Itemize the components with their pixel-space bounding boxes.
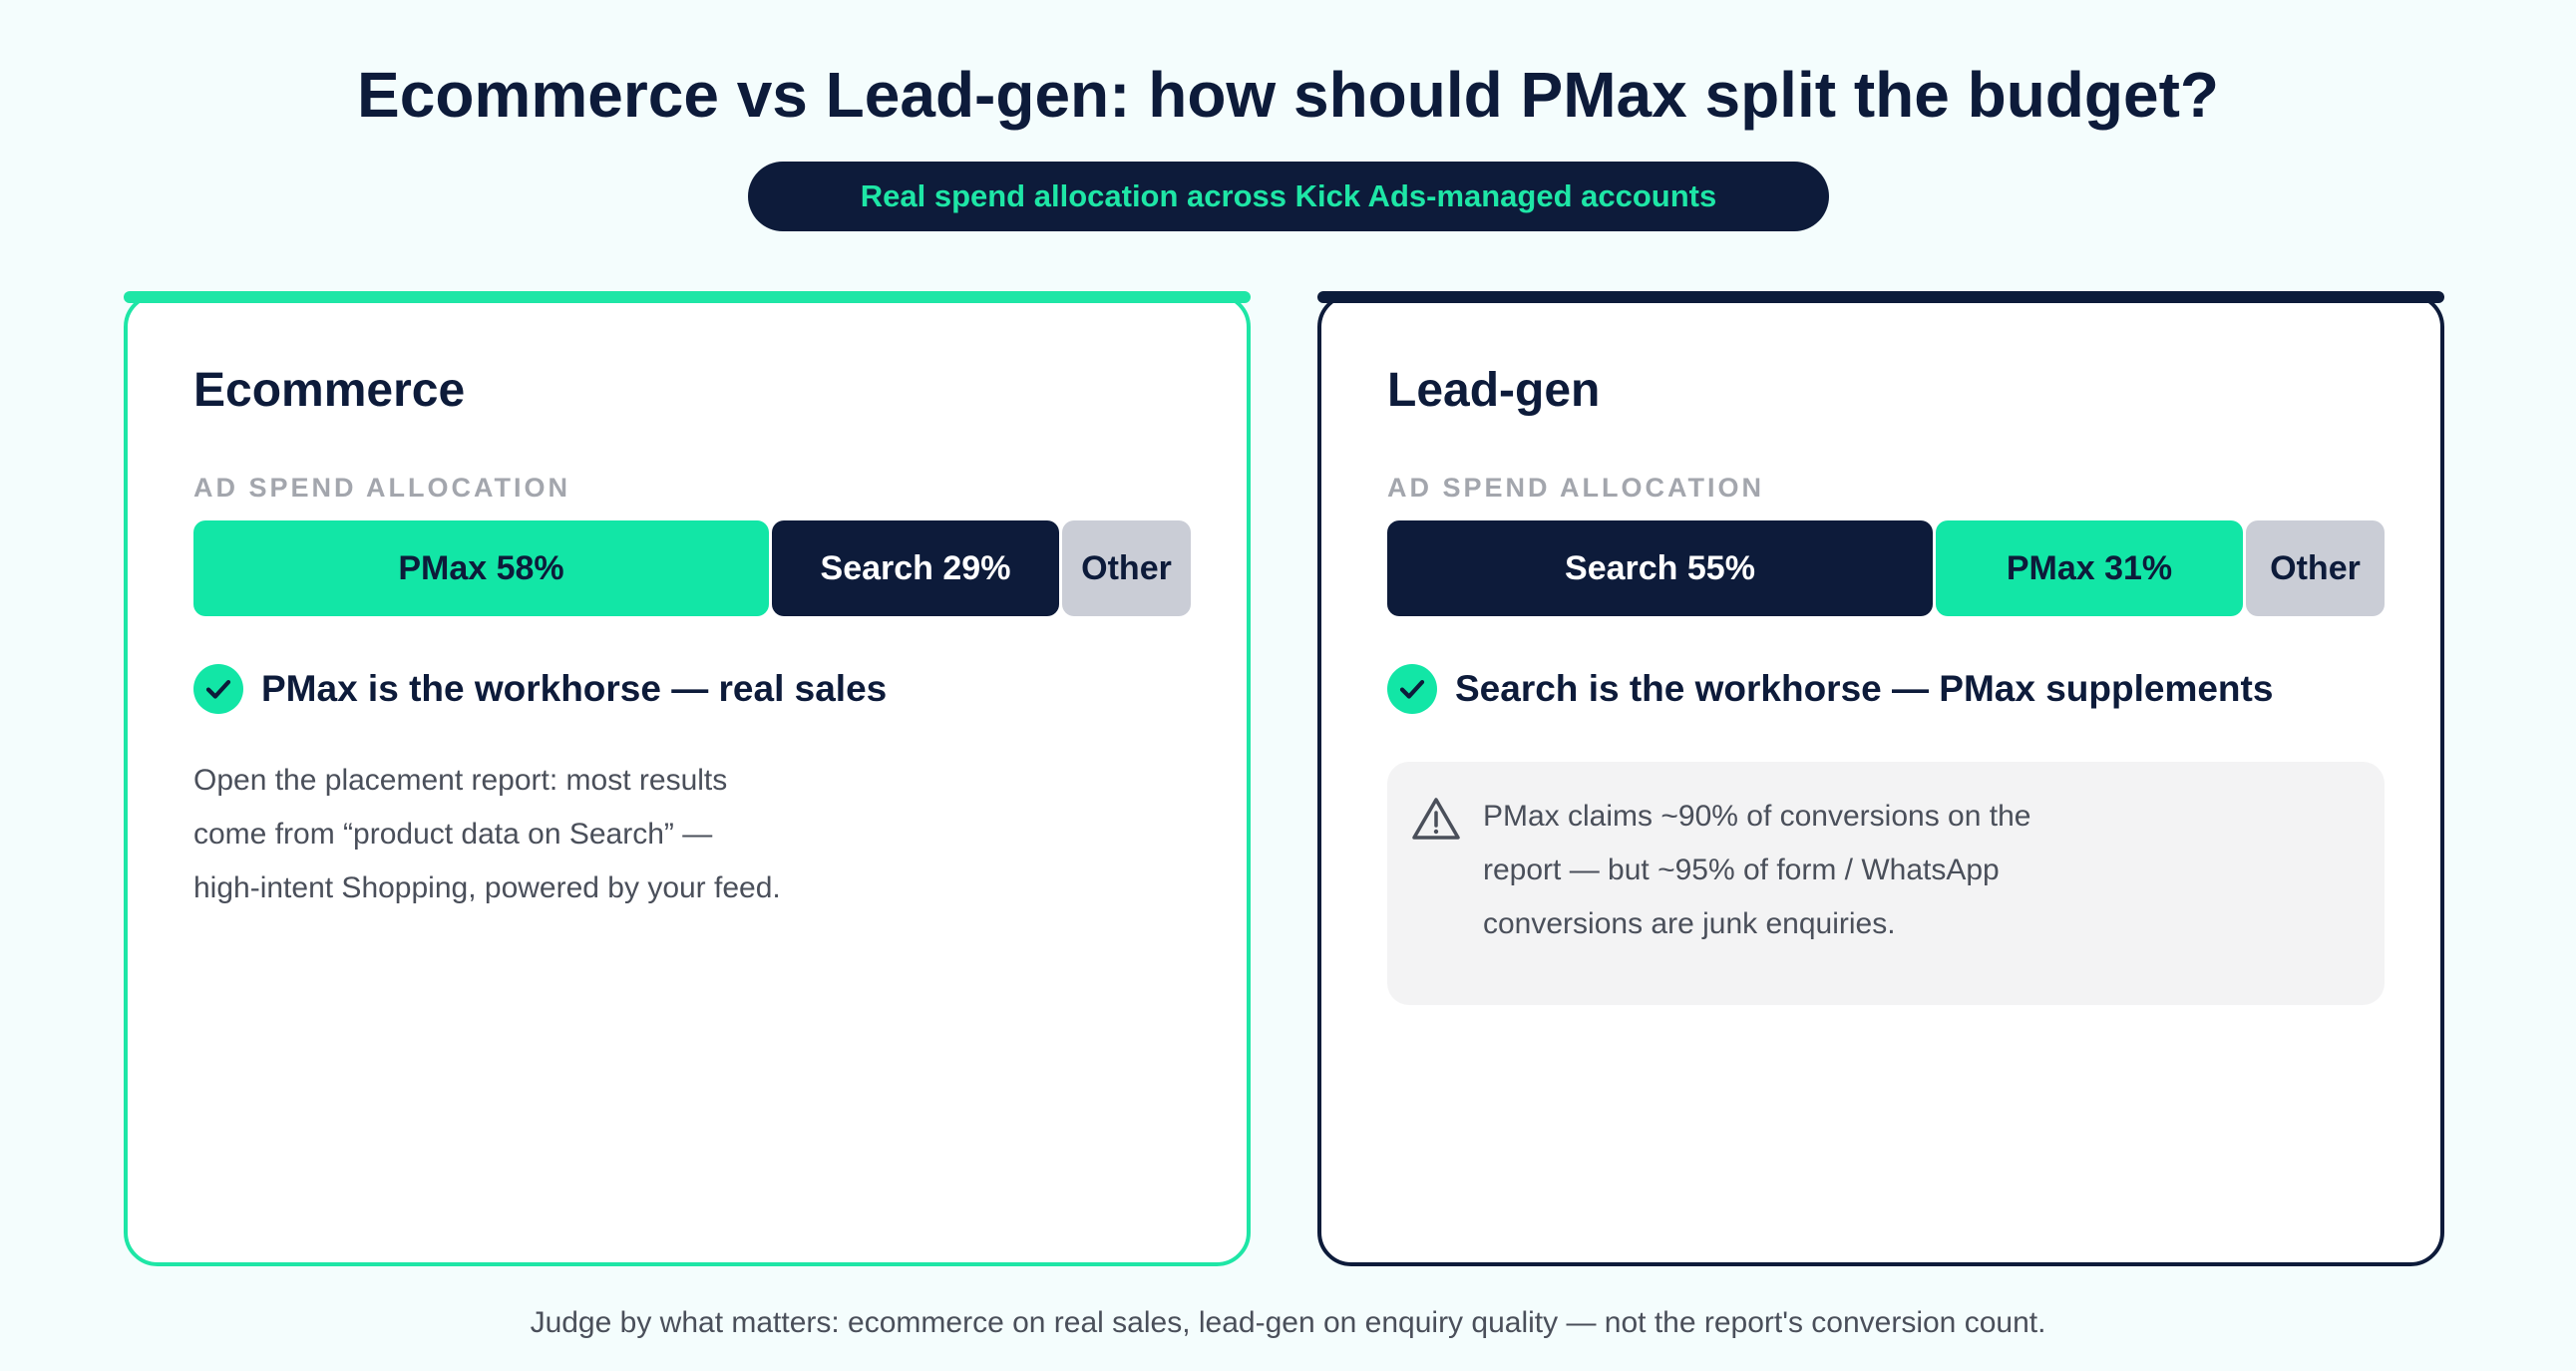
bar-segment-label: PMax 58% bbox=[398, 548, 564, 587]
ecommerce-allocation-label: AD SPEND ALLOCATION bbox=[193, 473, 570, 503]
bar-segment-label: PMax 31% bbox=[2006, 548, 2173, 587]
warning-triangle-icon bbox=[1412, 798, 1460, 840]
leadgen-verdict: Search is the workhorse — PMax supplemen… bbox=[1387, 664, 2273, 714]
check-circle-icon bbox=[193, 664, 243, 714]
ecommerce-allocation-bar: PMax 58% Search 29% Other bbox=[193, 520, 1191, 616]
ecommerce-body-line: high-intent Shopping, powered by your fe… bbox=[193, 871, 781, 904]
leadgen-warning-note: PMax claims ~90% of conversions on the r… bbox=[1387, 762, 2385, 1005]
bar-segment-label: Other bbox=[1081, 548, 1172, 587]
leadgen-allocation-label: AD SPEND ALLOCATION bbox=[1387, 473, 1764, 503]
bar-segment-pmax: PMax 31% bbox=[1936, 520, 2243, 616]
leadgen-card-accent-bar bbox=[1317, 291, 2444, 303]
leadgen-card: Lead-gen AD SPEND ALLOCATION Search 55% P… bbox=[1317, 291, 2444, 1266]
ecommerce-verdict: PMax is the workhorse — real sales bbox=[193, 664, 887, 714]
ecommerce-verdict-text: PMax is the workhorse — real sales bbox=[261, 668, 888, 709]
subtitle-text: Real spend allocation across Kick Ads-ma… bbox=[860, 178, 1717, 213]
footer-note: Judge by what matters: ecommerce on real… bbox=[530, 1306, 2046, 1339]
ecommerce-body-text: Open the placement report: most results … bbox=[193, 754, 912, 915]
page-title: Ecommerce vs Lead-gen: how should PMax s… bbox=[357, 59, 2219, 131]
leadgen-note-line: PMax claims ~90% of conversions on the bbox=[1483, 800, 2031, 833]
bar-segment-other: Other bbox=[1062, 520, 1191, 616]
ecommerce-card-accent-bar bbox=[124, 291, 1251, 303]
ecommerce-card-title: Ecommerce bbox=[193, 364, 466, 417]
ecommerce-body-line: Open the placement report: most results bbox=[193, 764, 728, 797]
bar-segment-other: Other bbox=[2246, 520, 2385, 616]
bar-segment-search: Search 29% bbox=[772, 520, 1059, 616]
check-circle-icon bbox=[1387, 664, 1437, 714]
subtitle-badge: Real spend allocation across Kick Ads-ma… bbox=[748, 162, 1829, 231]
bar-segment-pmax: PMax 58% bbox=[193, 520, 769, 616]
leadgen-note-text: PMax claims ~90% of conversions on the r… bbox=[1483, 790, 2121, 951]
leadgen-note-line: report — but ~95% of form / WhatsApp bbox=[1483, 854, 2000, 886]
bar-segment-search: Search 55% bbox=[1387, 520, 1933, 616]
leadgen-card-title: Lead-gen bbox=[1387, 364, 1601, 417]
leadgen-note-line: conversions are junk enquiries. bbox=[1483, 907, 1896, 940]
bar-segment-label: Other bbox=[2270, 548, 2361, 587]
ecommerce-body-line: come from “product data on Search” — bbox=[193, 818, 713, 851]
bar-segment-label: Search 29% bbox=[820, 548, 1011, 587]
bar-segment-label: Search 55% bbox=[1565, 548, 1755, 587]
leadgen-verdict-text: Search is the workhorse — PMax supplemen… bbox=[1455, 668, 2274, 709]
leadgen-allocation-bar: Search 55% PMax 31% Other bbox=[1387, 520, 2385, 616]
ecommerce-card: Ecommerce AD SPEND ALLOCATION PMax 58% Se… bbox=[124, 291, 1251, 1266]
